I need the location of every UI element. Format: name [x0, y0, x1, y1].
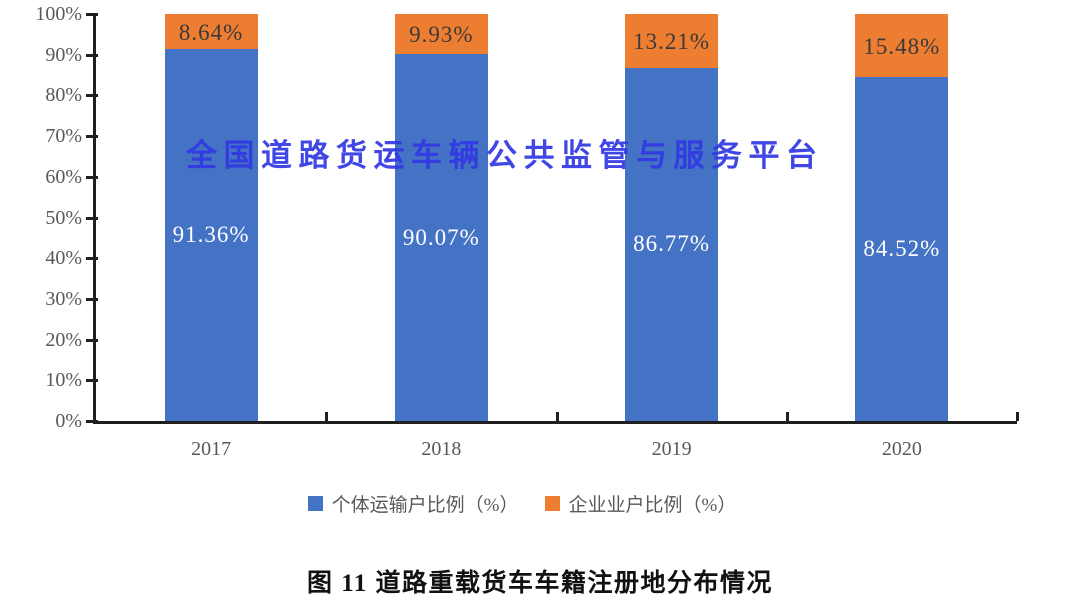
- bar-segment-individual: [164, 49, 258, 421]
- bar-segment-enterprise: [394, 14, 488, 55]
- figure-caption: 图 11 道路重载货车车籍注册地分布情况: [306, 570, 774, 597]
- y-axis-tick-label: 50%: [45, 206, 82, 229]
- legend-swatch-enterprise-icon: [544, 496, 560, 511]
- watermark-text: 全国道路货运车辆公共监管与服务平台: [186, 138, 824, 174]
- y-axis-tick: [86, 420, 98, 423]
- y-axis-tick: [86, 338, 98, 342]
- legend-label-individual: 个体运输户比例（%）: [331, 495, 519, 516]
- bar-segment-individual: [625, 67, 719, 421]
- bar-value-individual: 86.77%: [633, 231, 711, 257]
- bar-value-enterprise: 9.93%: [409, 22, 474, 48]
- x-axis-tick: [555, 412, 559, 421]
- y-axis-tick-label: 100%: [35, 3, 82, 25]
- bar-value-individual: 90.07%: [402, 224, 480, 250]
- bar-value-individual: 91.36%: [172, 222, 250, 248]
- legend-label-enterprise: 企业业户比例（%）: [568, 495, 737, 516]
- y-axis-tick: [86, 297, 98, 301]
- bar-value-enterprise: 15.48%: [863, 33, 941, 59]
- x-axis-category-label: 2019: [651, 438, 692, 460]
- y-axis-tick-label: 60%: [45, 165, 82, 188]
- bar-segment-individual: [394, 54, 488, 421]
- bar-value-enterprise: 13.21%: [633, 28, 711, 54]
- y-axis-tick: [86, 175, 98, 179]
- legend-item-enterprise: 企业业户比例（%）: [544, 490, 737, 517]
- x-axis-category-label: 2018: [421, 438, 462, 460]
- legend-swatch-individual-icon: [307, 496, 323, 511]
- y-axis-tick-label: 80%: [45, 84, 82, 107]
- x-axis-line: [93, 421, 1017, 424]
- y-axis-tick: [86, 53, 98, 57]
- y-axis-tick: [86, 13, 98, 16]
- bar-segment-enterprise: [164, 14, 258, 50]
- x-axis-tick: [785, 412, 789, 421]
- y-axis-tick: [86, 379, 98, 383]
- y-axis-tick-label: 10%: [45, 369, 82, 392]
- y-axis-tick: [86, 135, 98, 139]
- legend-item-individual: 个体运输户比例（%）: [307, 490, 519, 517]
- x-axis-category-label: 2017: [191, 438, 232, 460]
- y-axis-tick-label: 70%: [45, 125, 82, 148]
- y-axis-tick-label: 30%: [45, 287, 82, 310]
- x-axis-category-label: 2020: [881, 438, 922, 460]
- y-axis-tick-label: 0%: [55, 410, 82, 432]
- y-axis-tick-label: 20%: [45, 328, 82, 351]
- legend: 个体运输户比例（%） 企业业户比例（%）: [0, 490, 1044, 517]
- y-axis-tick: [86, 257, 98, 261]
- bar-segment-enterprise: [625, 14, 719, 68]
- x-axis-tick: [325, 412, 329, 421]
- y-axis-tick: [86, 94, 98, 98]
- y-axis-tick-label: 40%: [45, 247, 82, 270]
- y-axis-tick-label: 90%: [45, 43, 82, 66]
- bar-value-individual: 84.52%: [863, 236, 941, 261]
- bar-segment-enterprise: [855, 14, 949, 77]
- y-axis-tick: [86, 216, 98, 220]
- bar-value-enterprise: 8.64%: [178, 19, 244, 45]
- bar-segment-individual: [855, 77, 949, 421]
- x-axis-tick: [1016, 412, 1019, 421]
